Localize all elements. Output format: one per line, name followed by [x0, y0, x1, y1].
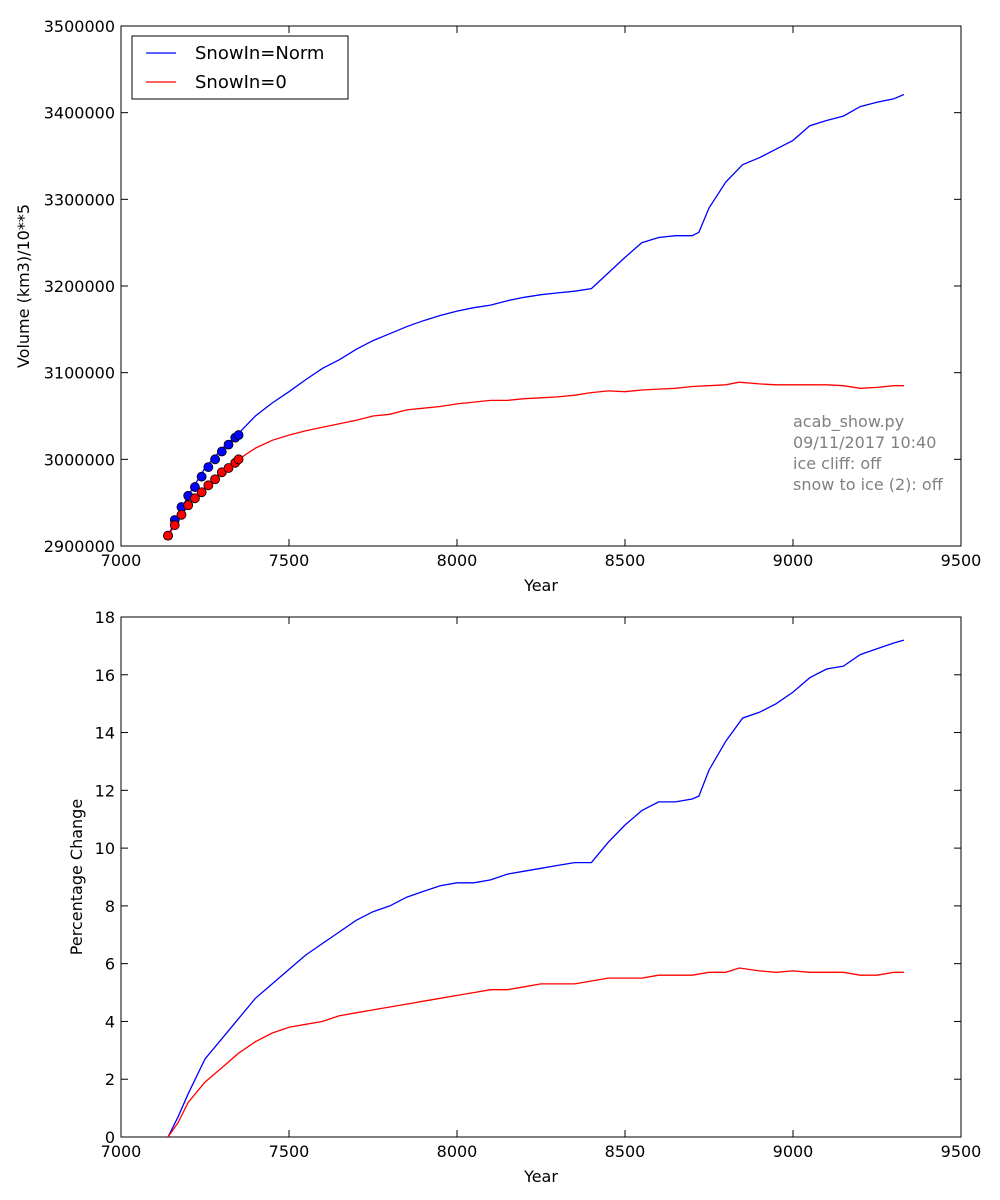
chart2-x-tick-label: 9000	[773, 1142, 814, 1161]
chart2-y-tick-label: 0	[105, 1128, 115, 1147]
chart1-marker-point	[196, 487, 207, 498]
chart2-x-tick-label: 7500	[269, 1142, 310, 1161]
chart2-y-tick-label: 4	[105, 1012, 115, 1031]
chart1-marker-point	[176, 509, 187, 520]
chart2-x-tick-label: 9500	[941, 1142, 982, 1161]
chart2-x-axis-label: Year	[523, 1167, 558, 1186]
chart1-annotation-line: ice cliff: off	[793, 454, 882, 473]
chart1-marker-point	[223, 463, 234, 473]
chart1-marker-point	[169, 520, 180, 531]
chart1-marker-point	[203, 480, 214, 491]
chart2-y-tick-label: 12	[95, 781, 115, 800]
chart1-x-tick-label: 9000	[773, 551, 814, 570]
chart2-x-tick-label: 8500	[605, 1142, 646, 1161]
chart1-legend-box	[131, 35, 349, 100]
chart1-marker-point	[203, 462, 214, 473]
chart1-marker-point	[196, 471, 207, 482]
chart1-legend-label: SnowIn=Norm	[195, 43, 324, 64]
chart2-y-tick-label: 16	[95, 666, 115, 685]
chart1-marker-point	[190, 493, 200, 504]
chart1-x-tick-label: 7000	[101, 551, 142, 570]
chart2-y-tick-label: 2	[105, 1070, 115, 1089]
chart1-y-axis-label: Volume (km3)/10**5	[14, 204, 33, 368]
chart1-y-tick-label: 2900000	[44, 537, 115, 556]
chart1-plot-frame	[120, 25, 962, 547]
chart2-x-tick-label: 8000	[437, 1142, 478, 1161]
chart1-y-tick-label: 3300000	[44, 190, 115, 209]
chart2-y-axis-label: Percentage Change	[67, 799, 86, 955]
chart1-x-tick-label: 7500	[269, 551, 310, 570]
chart2-y-tick-label: 10	[95, 839, 115, 858]
chart1-marker-point	[183, 500, 194, 511]
chart2-y-tick-label: 14	[95, 724, 115, 743]
chart1-annotation-line: acab_show.py	[793, 412, 904, 432]
chart1-marker-point	[163, 530, 173, 541]
chart1-x-tick-label: 8000	[437, 551, 478, 570]
chart1-series-line	[167, 381, 904, 536]
chart1-y-tick-label: 3000000	[44, 450, 115, 469]
chart1-x-tick-label: 8500	[605, 551, 646, 570]
chart1-marker-point	[216, 446, 227, 457]
chart1-series-line	[167, 93, 905, 536]
chart2-y-tick-label: 8	[105, 897, 115, 916]
chart1-marker-point	[223, 439, 234, 450]
chart2-y-tick-label: 18	[95, 608, 115, 627]
chart1-marker-point	[210, 454, 220, 465]
chart1-x-tick-label: 9500	[941, 551, 982, 570]
chart2-series-line	[167, 639, 905, 1138]
chart1-y-tick-label: 3500000	[44, 17, 115, 36]
chart1-marker-point	[190, 482, 200, 492]
chart2-series-line	[167, 967, 904, 1138]
chart2-x-tick-label: 7000	[101, 1142, 142, 1161]
chart1-x-axis-label: Year	[523, 576, 558, 595]
chart1-y-tick-label: 3100000	[44, 364, 115, 383]
chart1-y-tick-label: 3200000	[44, 277, 115, 296]
chart1-legend-label: SnowIn=0	[195, 72, 287, 93]
chart1-annotation-line: snow to ice (2): off	[793, 475, 944, 494]
chart2-y-tick-label: 6	[105, 955, 115, 974]
chart1-y-tick-label: 3400000	[44, 104, 115, 123]
chart2-plot-frame	[120, 616, 962, 1138]
chart1-marker-point	[210, 474, 220, 485]
chart1-marker-point	[233, 454, 244, 465]
chart1-annotation-line: 09/11/2017 10:40	[793, 433, 936, 452]
chart1-marker-point	[233, 430, 244, 440]
